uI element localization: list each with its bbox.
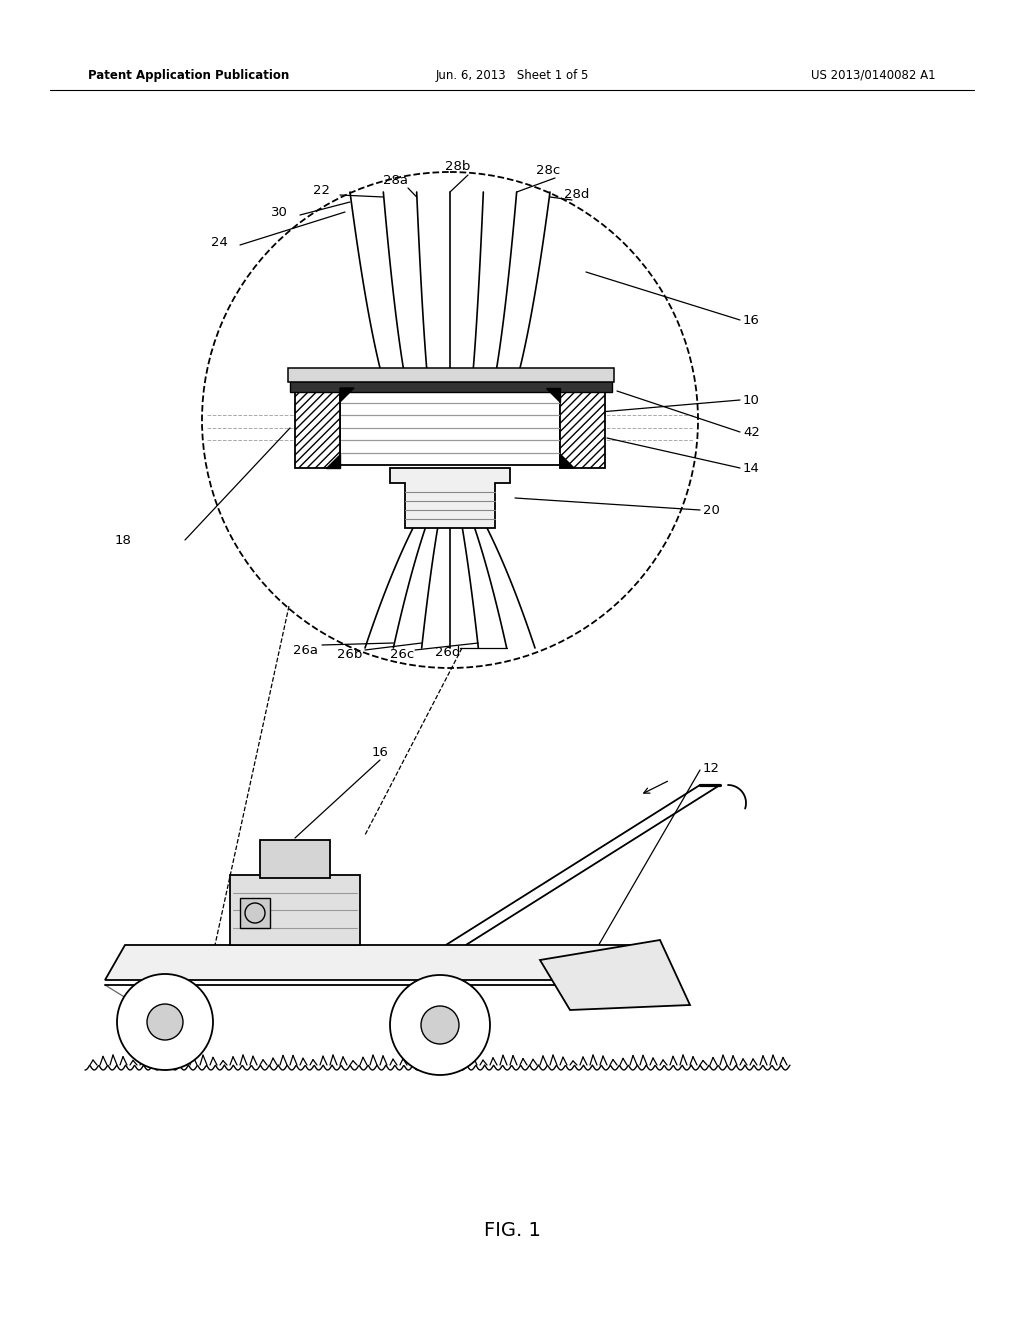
Text: 28b: 28b: [445, 161, 471, 173]
Circle shape: [390, 975, 490, 1074]
Bar: [290, 380, 612, 392]
Text: 16: 16: [743, 314, 760, 326]
Text: Jun. 6, 2013   Sheet 1 of 5: Jun. 6, 2013 Sheet 1 of 5: [435, 69, 589, 82]
Polygon shape: [105, 945, 660, 979]
Text: 18: 18: [115, 533, 132, 546]
Bar: [560, 388, 605, 469]
Circle shape: [147, 1005, 183, 1040]
Text: 14: 14: [743, 462, 760, 474]
Circle shape: [117, 974, 213, 1071]
Text: 24: 24: [211, 235, 228, 248]
Bar: [325, 375, 575, 389]
Text: 26d: 26d: [435, 647, 461, 660]
Text: 26c: 26c: [390, 648, 414, 661]
Text: 28d: 28d: [564, 189, 590, 202]
Text: Patent Application Publication: Patent Application Publication: [88, 69, 289, 82]
Text: US 2013/0140082 A1: US 2013/0140082 A1: [811, 69, 936, 82]
Text: 16: 16: [372, 746, 389, 759]
Bar: [240, 898, 270, 928]
Polygon shape: [326, 454, 340, 469]
Text: FIG. 1: FIG. 1: [483, 1221, 541, 1239]
Text: 20: 20: [703, 503, 720, 516]
Text: 26b: 26b: [337, 648, 362, 661]
Polygon shape: [390, 469, 510, 528]
Bar: [288, 368, 614, 381]
Polygon shape: [340, 388, 354, 403]
Circle shape: [421, 1006, 459, 1044]
Bar: [260, 840, 330, 878]
Text: 42: 42: [743, 425, 760, 438]
Text: 10: 10: [743, 393, 760, 407]
Polygon shape: [546, 388, 560, 403]
Polygon shape: [540, 940, 690, 1010]
Text: 30: 30: [271, 206, 288, 219]
Text: 28c: 28c: [536, 164, 560, 177]
Text: 12: 12: [703, 762, 720, 775]
Bar: [230, 875, 360, 945]
Polygon shape: [560, 454, 574, 469]
Text: 28a: 28a: [383, 173, 408, 186]
Bar: [340, 389, 560, 465]
Text: 22: 22: [313, 183, 330, 197]
Text: 26a: 26a: [293, 644, 317, 656]
Bar: [295, 388, 340, 469]
